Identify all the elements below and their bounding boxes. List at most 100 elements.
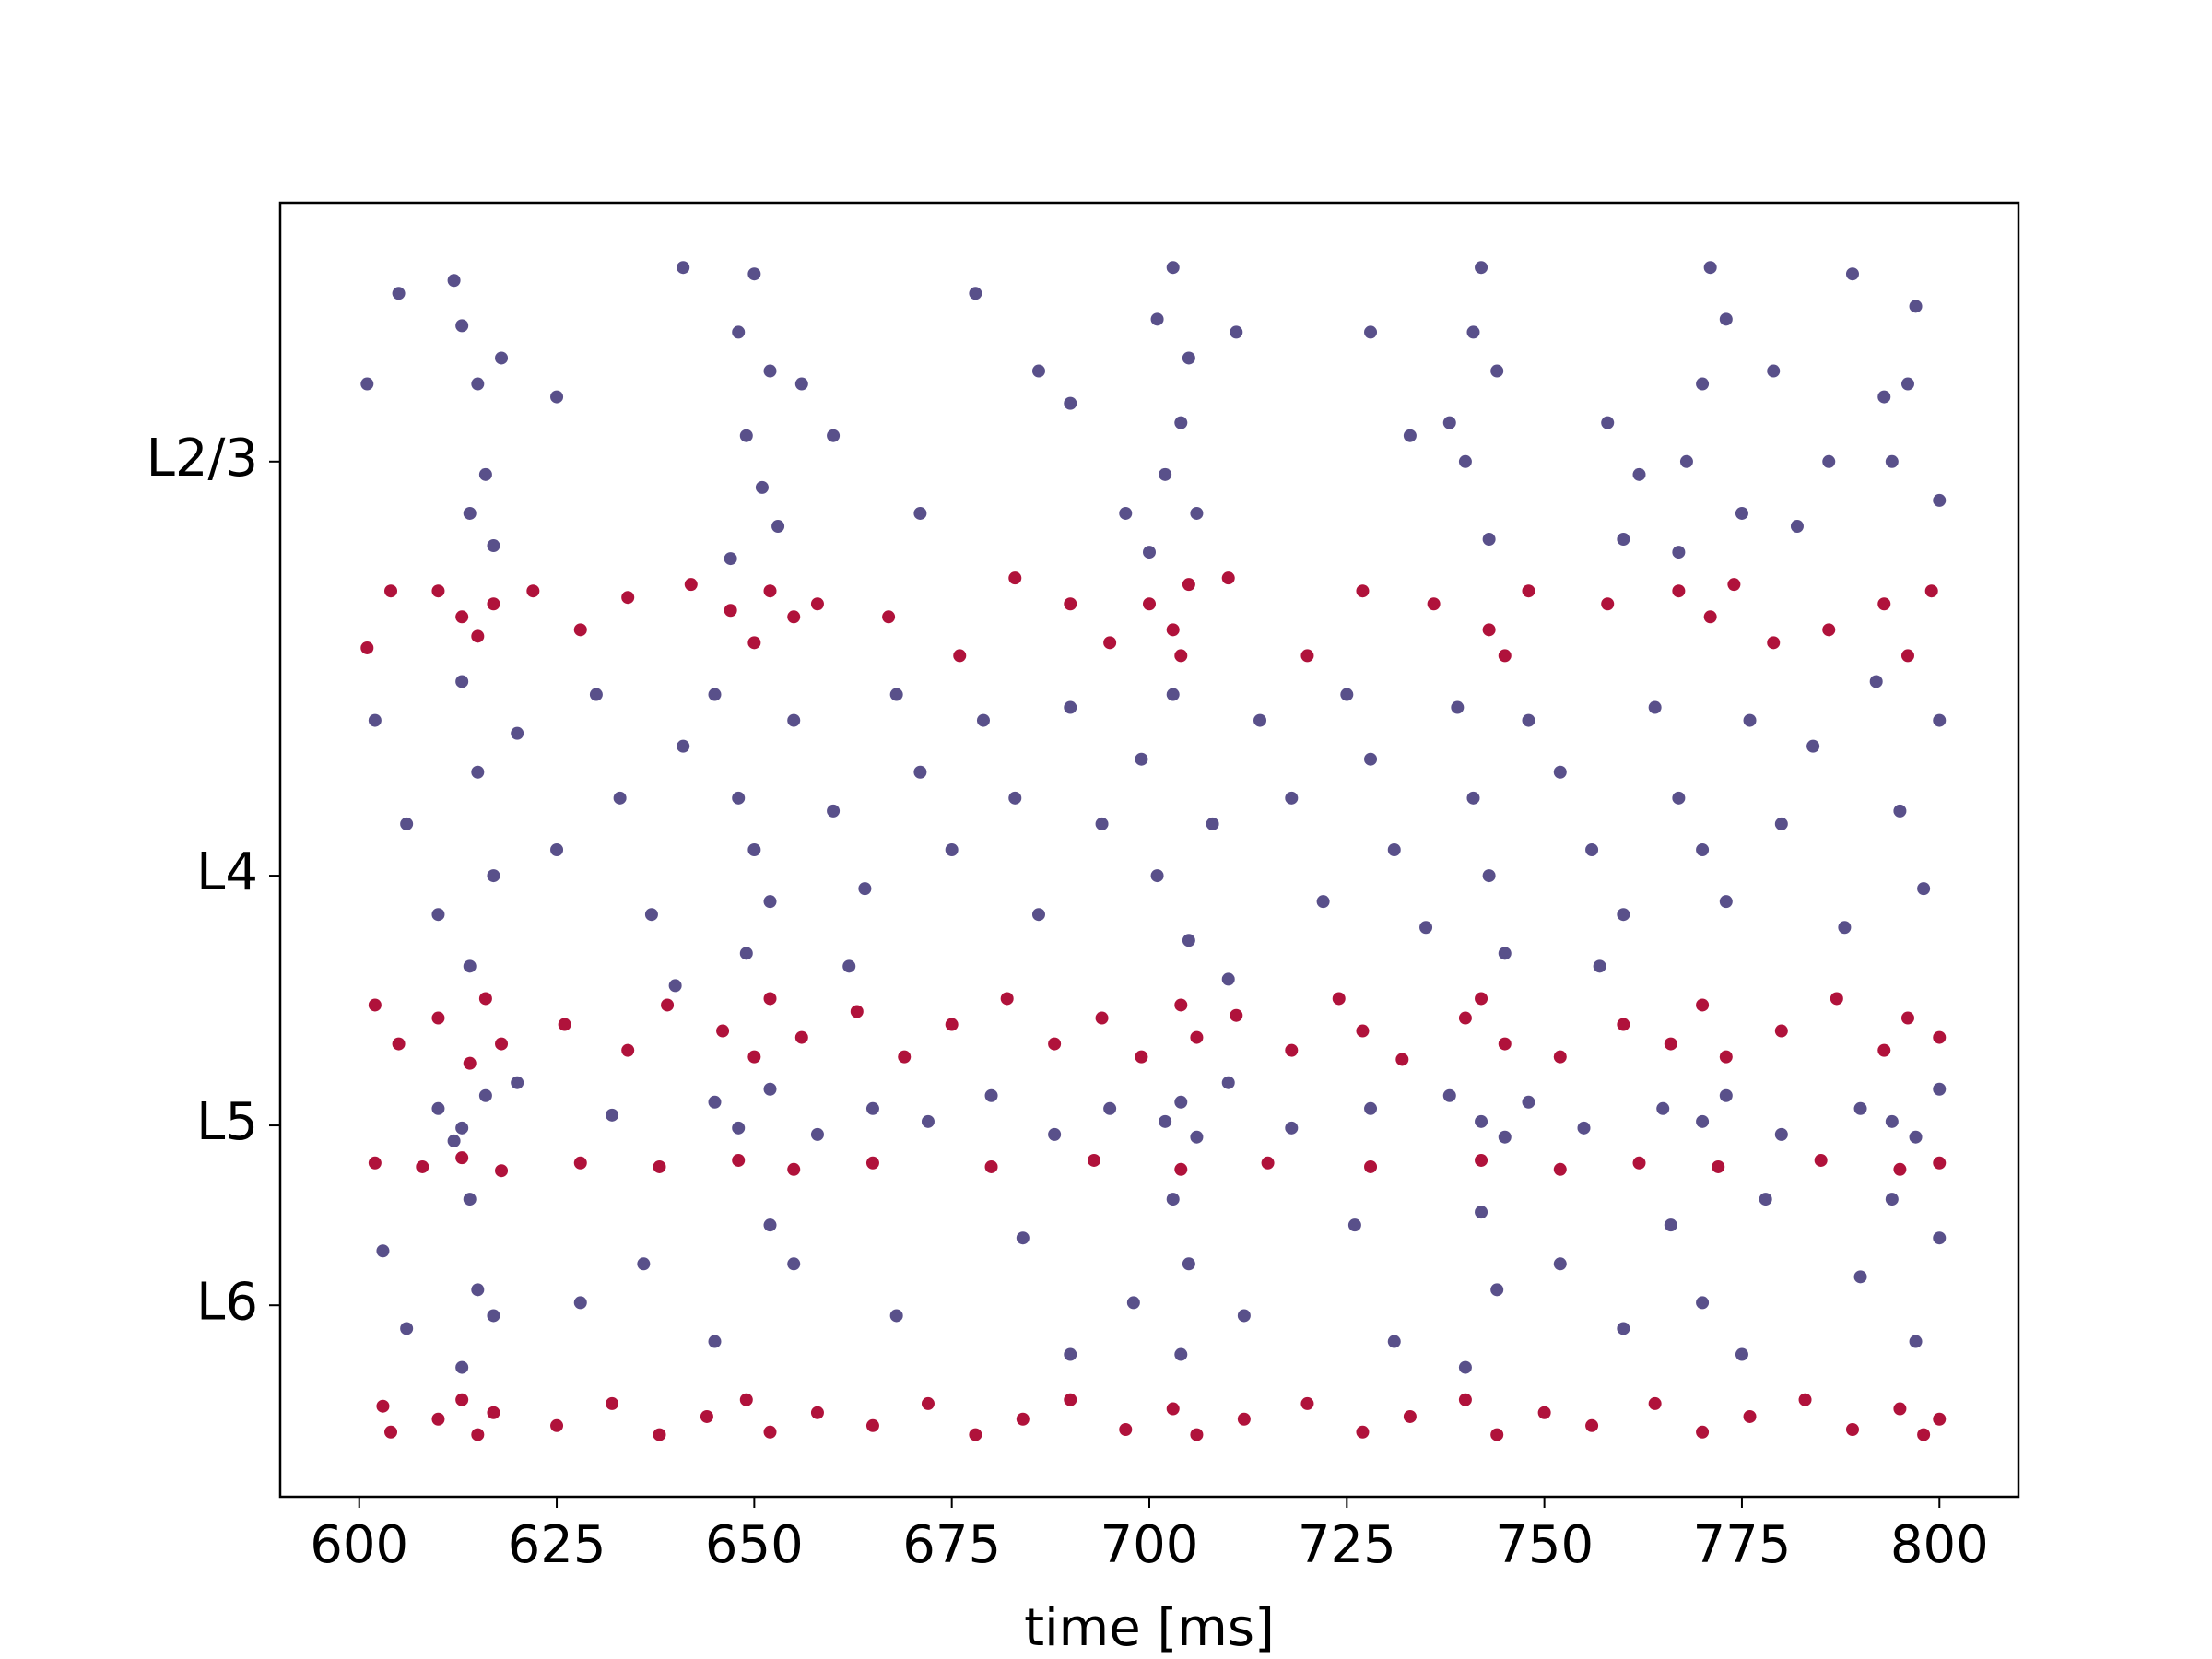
spike [360,641,374,654]
spike [1498,947,1512,960]
spike [400,1322,414,1335]
spike [732,1121,746,1135]
spike [1790,520,1804,533]
spike [1822,454,1836,468]
spike [1719,1050,1733,1064]
spike [842,959,856,973]
spike [1617,1018,1630,1031]
spike [1031,908,1045,922]
spike [827,804,841,818]
spike [677,261,690,275]
spike [1190,1130,1204,1144]
spike [1285,1121,1299,1135]
spike [827,429,841,442]
spike [1482,623,1496,637]
spike [1150,869,1164,883]
spike [1774,817,1788,830]
spike [392,287,406,300]
x-tick-label: 775 [1693,1515,1792,1575]
spike [463,959,477,973]
spike [945,1018,959,1031]
spike [889,1309,903,1323]
spike [1166,1193,1180,1206]
spike [606,1396,619,1410]
spike [850,1005,864,1018]
spike [455,1151,469,1165]
spike [1703,610,1717,624]
spike [1877,390,1891,404]
spike [1933,1231,1947,1245]
spike [558,1018,571,1031]
spike [487,1309,500,1323]
spike [471,377,485,391]
spike [644,908,658,922]
spike [1719,312,1733,326]
spike [1000,992,1014,1006]
spike [865,1156,879,1170]
spike [1300,1396,1314,1410]
spike [1672,546,1686,559]
spike [1103,1101,1117,1115]
spike [1822,623,1836,637]
spike [1190,506,1204,520]
spike [1577,1121,1591,1135]
spike [1743,713,1757,727]
spike [747,1050,761,1064]
spike [1221,571,1235,585]
spike [1885,1193,1899,1206]
spike [1664,1218,1677,1232]
spike [1182,351,1195,365]
spike [1064,1393,1077,1406]
spike [1458,454,1472,468]
spike [1143,546,1156,559]
spike [384,584,398,598]
spike [1877,597,1891,611]
spike [1900,1011,1914,1025]
spike [763,1425,777,1439]
spike [447,1134,461,1147]
spike [431,584,445,598]
spike [1395,1053,1409,1066]
y-tick-label: L6 [196,1272,258,1332]
spike [1498,649,1512,663]
spike [1237,1412,1251,1426]
spike [1458,1360,1472,1374]
spike [1735,1347,1748,1361]
spike [1064,1347,1077,1361]
spike [1237,1309,1251,1323]
spike [921,1114,935,1128]
spike [1498,1037,1512,1051]
spike [1230,325,1243,339]
spike [1451,700,1465,714]
spike [763,1218,777,1232]
spike [1475,1206,1488,1219]
spike [1031,364,1045,378]
spike [653,1428,666,1441]
spike [1475,1114,1488,1128]
spike [376,1399,390,1413]
spike [455,1121,469,1135]
spike [716,1024,730,1038]
spike [708,1095,722,1109]
spike [1703,261,1717,275]
x-tick-label: 750 [1495,1515,1594,1575]
spike [1767,364,1781,378]
spike [969,1428,982,1441]
spike [1475,992,1488,1006]
spike [1853,1270,1867,1284]
spike [1166,1402,1180,1416]
spike [1458,1393,1472,1406]
spike [1553,1050,1567,1064]
spike [495,1037,509,1051]
spike [1679,454,1693,468]
spike [455,1360,469,1374]
spike [1475,1153,1488,1167]
spike [1285,791,1299,805]
spike [1174,416,1188,429]
spike [865,1101,879,1115]
spike [1261,1156,1275,1170]
spike [794,1030,808,1044]
spike [478,1088,492,1102]
spike [1095,817,1109,830]
